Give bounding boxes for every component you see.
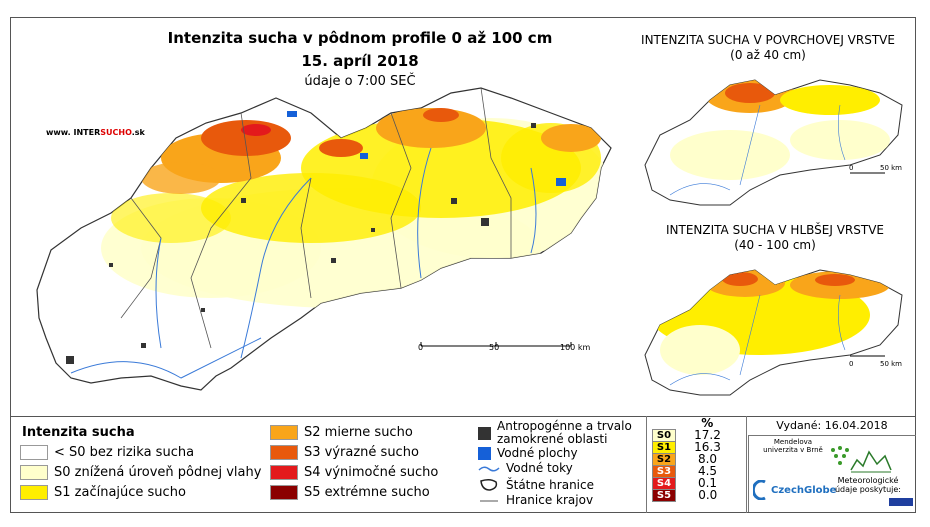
logos-panel: Mendelova univerzita v Brně CzechGlobe M… [748, 436, 917, 512]
legend-item-s2: S2 mierne sucho [270, 425, 413, 440]
percent-row: S2 8.0 [652, 452, 740, 466]
legend-state-borders: Štátne hranice [478, 478, 594, 492]
percent-row: S1 16.3 [652, 440, 740, 454]
legend-water-bodies: Vodné plochy [478, 447, 578, 460]
czechglobe-logo: CzechGlobe [753, 480, 836, 500]
dark-square-icon [478, 426, 491, 440]
percent-value: 17.2 [694, 428, 721, 442]
legend-item-s5: S5 extrémne sucho [270, 485, 430, 500]
percent-value: 4.5 [697, 464, 718, 478]
swatch-s4 [270, 465, 298, 480]
scale-inset2-zero: 0 [849, 360, 854, 368]
region-line-icon [480, 500, 498, 501]
percent-code: S2 [652, 453, 676, 466]
legend-item-s3: S3 výrazné sucho [270, 445, 419, 460]
inset-surface-title: INTENZITA SUCHA V POVRCHOVEJ VRSTVE (0 a… [641, 33, 895, 62]
percent-code: S5 [652, 489, 676, 502]
mendel-logo: Mendelova univerzita v Brně [763, 438, 823, 454]
website-label: www. INTERSUCHO.sk [46, 128, 145, 137]
legend-item-below-s0: < S0 bez rizika sucha [20, 445, 194, 460]
swatch-s1 [20, 485, 48, 500]
legend-region-borders: Hranice krajov [478, 494, 593, 507]
meteo-label: Meteorologické údaje poskytuje: [834, 476, 901, 494]
legend-item-s0: S0 znížená úroveň pôdnej vlahy [20, 465, 261, 480]
legend-box [11, 416, 916, 514]
inset-surface-map [644, 79, 903, 206]
scale-main-mid: 50 [489, 343, 500, 352]
map-frame [10, 17, 916, 513]
percent-row: S3 4.5 [652, 464, 740, 478]
inset-deep-title: INTENZITA SUCHA V HLBŠEJ VRSTVE (40 - 10… [665, 223, 884, 252]
percent-value: 0.0 [698, 488, 718, 502]
legend-rivers: Vodné toky [478, 462, 573, 475]
scale-main-end: 100 km [560, 343, 591, 352]
mendel-leaf-icon [831, 446, 849, 465]
drought-center-logo [850, 450, 892, 473]
scale-inset1-end: 50 km [880, 164, 903, 172]
percent-value: 16.3 [694, 440, 721, 454]
inset-deep-map [644, 269, 903, 396]
legend-item-s1: S1 začínajúce sucho [20, 485, 186, 500]
legend-divider [646, 416, 647, 513]
legend-title: Intenzita sucha [22, 425, 135, 440]
border-line-icon [480, 478, 498, 491]
swatch-s0 [20, 465, 48, 480]
swatch-s2 [270, 425, 298, 440]
percent-row: S0 17.2 [652, 428, 740, 442]
scale-inset1-zero: 0 [849, 164, 854, 172]
issued-date: Vydané: 16.04.2018 [748, 419, 916, 436]
percent-code: S1 [652, 441, 676, 454]
river-line-icon [478, 466, 500, 471]
czechglobe-icon [753, 480, 766, 500]
legend-item-s4: S4 výnimočné sucho [270, 465, 438, 480]
percent-table: % S0 17.2 S1 16.3 S2 8.0 S3 4.5 S4 0.1 S5 0.0 [652, 418, 740, 502]
main-scale-bar [420, 342, 572, 347]
main-drought-map [36, 87, 612, 391]
scale-main-zero: 0 [418, 343, 424, 352]
blue-square-icon [478, 447, 491, 460]
percent-code: S4 [652, 477, 676, 490]
percent-value: 0.1 [697, 476, 718, 490]
swatch-s5 [270, 485, 298, 500]
percent-code: S3 [652, 465, 676, 478]
map-date: 15. apríl 2018 [301, 52, 419, 70]
percent-row: S5 0.0 [652, 488, 740, 502]
percent-row: S4 0.1 [652, 476, 740, 490]
map-title: Intenzita sucha v pôdnom profile 0 až 10… [167, 29, 553, 47]
legend-divider [746, 416, 747, 513]
swatch-s3 [270, 445, 298, 460]
legend-anthropogenic: Antropogénne a trvalo zamokrené oblasti [478, 420, 637, 446]
meteo-provider-logo [889, 498, 913, 506]
data-time: údaje o 7:00 SEČ [304, 74, 416, 89]
percent-header: % [701, 416, 714, 431]
percent-value: 8.0 [697, 452, 718, 466]
scale-inset2-end: 50 km [880, 360, 903, 368]
percent-code: S0 [652, 429, 676, 442]
swatch-below-s0 [20, 445, 48, 460]
